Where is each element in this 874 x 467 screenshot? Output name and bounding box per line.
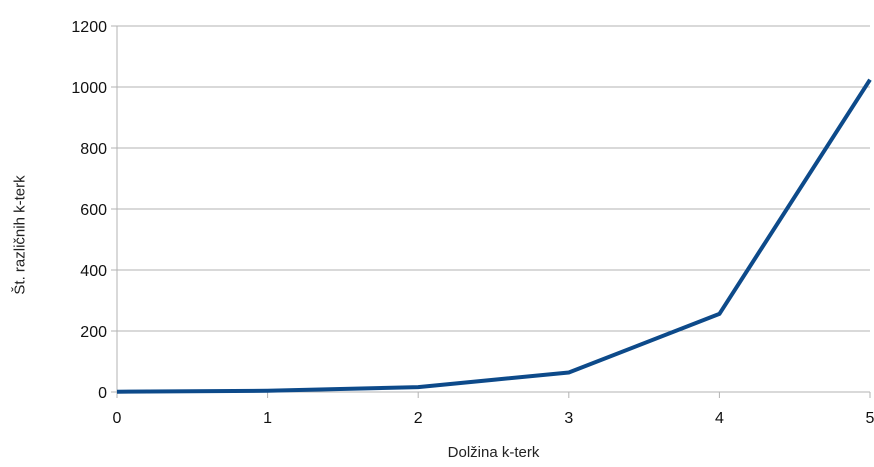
y-tick-label: 400 xyxy=(80,263,107,280)
y-tick-label: 800 xyxy=(80,141,107,158)
y-tick-label: 600 xyxy=(80,202,107,219)
y-tick-labels: 0 200 400 600 800 1000 1200 xyxy=(71,19,107,402)
y-tick-label: 1200 xyxy=(71,19,107,36)
x-tick-label: 5 xyxy=(866,410,874,427)
x-tick-label: 0 xyxy=(113,410,122,427)
y-axis-label: Št. različnih k-terk xyxy=(11,175,29,295)
axes xyxy=(116,26,871,398)
series-line xyxy=(116,78,872,394)
x-tick-label: 1 xyxy=(263,410,272,427)
x-tick-label: 2 xyxy=(414,410,423,427)
series-group xyxy=(116,78,872,394)
x-tick-label: 4 xyxy=(715,410,724,427)
x-axis-label: Dolžina k-terk xyxy=(447,444,540,461)
gridlines xyxy=(111,25,870,393)
y-tick-label: 0 xyxy=(98,385,107,402)
x-tick-label: 3 xyxy=(564,410,573,427)
y-tick-label: 1000 xyxy=(71,80,107,97)
x-tick-labels: 0 1 2 3 4 5 xyxy=(113,410,874,427)
y-tick-label: 200 xyxy=(80,324,107,341)
